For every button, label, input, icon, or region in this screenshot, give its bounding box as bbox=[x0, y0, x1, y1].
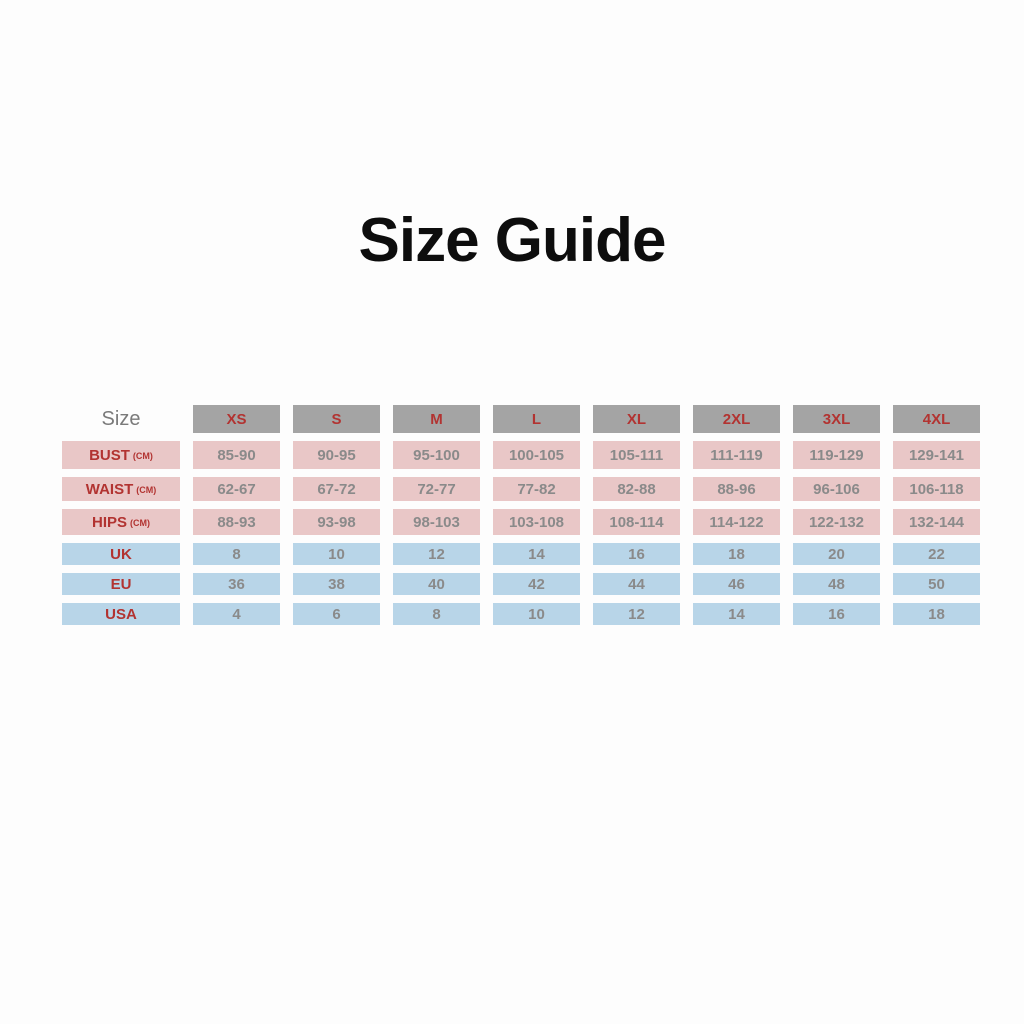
cell-hips-s: 93-98 bbox=[293, 509, 380, 535]
cell-bust-4xl: 129-141 bbox=[893, 441, 980, 469]
cell-eu-m: 40 bbox=[393, 573, 480, 595]
cell-uk-xs: 8 bbox=[193, 543, 280, 565]
cell-eu-4xl: 50 bbox=[893, 573, 980, 595]
cell-bust-l: 100-105 bbox=[493, 441, 580, 469]
cell-uk-2xl: 18 bbox=[693, 543, 780, 565]
row-label-text: BUST bbox=[89, 446, 130, 464]
cell-hips-xl: 108-114 bbox=[593, 509, 680, 535]
row-label-eu: EU bbox=[62, 573, 180, 595]
cell-usa-xs: 4 bbox=[193, 603, 280, 625]
cell-eu-s: 38 bbox=[293, 573, 380, 595]
cell-eu-xl: 44 bbox=[593, 573, 680, 595]
column-header-s: S bbox=[293, 405, 380, 433]
column-header-4xl: 4XL bbox=[893, 405, 980, 433]
cell-waist-2xl: 88-96 bbox=[693, 477, 780, 501]
row-label-usa: USA bbox=[62, 603, 180, 625]
cell-bust-xs: 85-90 bbox=[193, 441, 280, 469]
cell-eu-l: 42 bbox=[493, 573, 580, 595]
cell-uk-4xl: 22 bbox=[893, 543, 980, 565]
column-header-m: M bbox=[393, 405, 480, 433]
cell-hips-2xl: 114-122 bbox=[693, 509, 780, 535]
cell-bust-m: 95-100 bbox=[393, 441, 480, 469]
cell-uk-xl: 16 bbox=[593, 543, 680, 565]
cell-waist-3xl: 96-106 bbox=[793, 477, 880, 501]
cell-usa-l: 10 bbox=[493, 603, 580, 625]
cell-hips-xs: 88-93 bbox=[193, 509, 280, 535]
row-label-hips: HIPS (CM) bbox=[62, 509, 180, 535]
cell-usa-s: 6 bbox=[293, 603, 380, 625]
row-label-text: USA bbox=[105, 605, 137, 623]
row-label-unit: (CM) bbox=[136, 485, 157, 495]
cell-usa-m: 8 bbox=[393, 603, 480, 625]
column-header-l: L bbox=[493, 405, 580, 433]
cell-eu-2xl: 46 bbox=[693, 573, 780, 595]
cell-waist-xl: 82-88 bbox=[593, 477, 680, 501]
cell-uk-l: 14 bbox=[493, 543, 580, 565]
row-label-text: UK bbox=[110, 545, 132, 563]
cell-eu-xs: 36 bbox=[193, 573, 280, 595]
cell-waist-4xl: 106-118 bbox=[893, 477, 980, 501]
size-guide-table: Size XS S M L XL 2XL 3XL 4XL BUST (CM) 85-90 90-95 95… bbox=[62, 405, 980, 625]
cell-hips-m: 98-103 bbox=[393, 509, 480, 535]
cell-usa-4xl: 18 bbox=[893, 603, 980, 625]
cell-hips-4xl: 132-144 bbox=[893, 509, 980, 535]
row-label-text: HIPS bbox=[91, 513, 127, 531]
cell-waist-xs: 62-67 bbox=[193, 477, 280, 501]
cell-hips-l: 103-108 bbox=[493, 509, 580, 535]
cell-hips-3xl: 122-132 bbox=[793, 509, 880, 535]
cell-waist-s: 67-72 bbox=[293, 477, 380, 501]
table-corner-label: Size bbox=[101, 408, 141, 430]
cell-bust-3xl: 119-129 bbox=[793, 441, 880, 469]
row-label-text: EU bbox=[110, 575, 132, 593]
row-label-uk: UK bbox=[62, 543, 180, 565]
cell-usa-3xl: 16 bbox=[793, 603, 880, 625]
row-label-text: WAIST bbox=[85, 480, 134, 498]
column-header-3xl: 3XL bbox=[793, 405, 880, 433]
row-label-waist: WAIST (CM) bbox=[62, 477, 180, 501]
column-header-xs: XS bbox=[193, 405, 280, 433]
row-label-unit: (CM) bbox=[130, 518, 150, 528]
cell-usa-xl: 12 bbox=[593, 603, 680, 625]
row-label-unit: (CM) bbox=[132, 451, 153, 461]
cell-waist-m: 72-77 bbox=[393, 477, 480, 501]
cell-uk-m: 12 bbox=[393, 543, 480, 565]
row-label-bust: BUST (CM) bbox=[62, 441, 180, 469]
cell-uk-3xl: 20 bbox=[793, 543, 880, 565]
cell-usa-2xl: 14 bbox=[693, 603, 780, 625]
cell-bust-xl: 105-111 bbox=[593, 441, 680, 469]
column-header-xl: XL bbox=[593, 405, 680, 433]
cell-waist-l: 77-82 bbox=[493, 477, 580, 501]
page-title: Size Guide bbox=[358, 206, 667, 275]
cell-eu-3xl: 48 bbox=[793, 573, 880, 595]
column-header-2xl: 2XL bbox=[693, 405, 780, 433]
cell-uk-s: 10 bbox=[293, 543, 380, 565]
cell-bust-2xl: 111-119 bbox=[693, 441, 780, 469]
cell-bust-s: 90-95 bbox=[293, 441, 380, 469]
